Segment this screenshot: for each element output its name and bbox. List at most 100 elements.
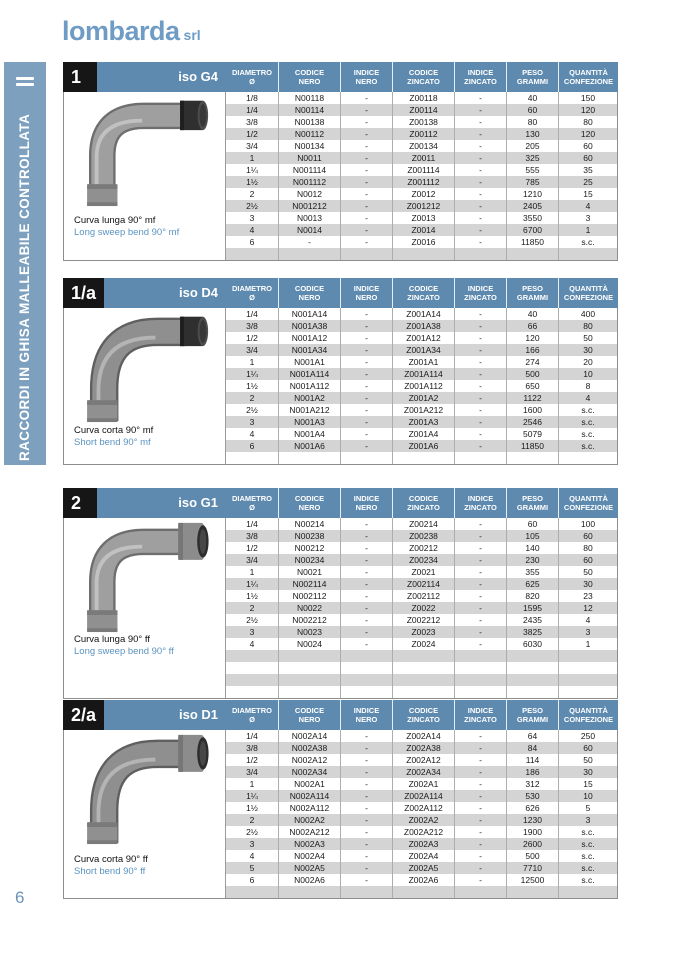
table-cell: [392, 452, 454, 464]
iso-standard-label: iso G1: [178, 495, 218, 510]
table-cell: [454, 650, 506, 662]
table-cell: 150: [558, 92, 617, 104]
table-cell: s.c.: [558, 850, 617, 862]
table-cell: 3: [558, 814, 617, 826]
table-cell: 3/8: [246, 531, 258, 541]
table-cell: -: [340, 356, 392, 368]
column-header: CODICE ZINCATO: [392, 488, 454, 518]
table-cell: Z001A6: [392, 440, 454, 452]
table-row: 6 N002A6- Z002A6-12500 s.c.: [226, 874, 617, 886]
table-cell: s.c.: [558, 428, 617, 440]
table-cell: -: [340, 838, 392, 850]
table-cell: 5079: [506, 428, 558, 440]
table-cell: 35: [558, 164, 617, 176]
table-cell: 64: [506, 730, 558, 742]
table-cell: N00112: [278, 128, 340, 140]
column-header: DIAMETRO Ø: [232, 284, 272, 302]
table-cell: [454, 248, 506, 260]
table-cell: -: [454, 542, 506, 554]
table-cell: 1: [558, 224, 617, 236]
iso-standard-label: iso G4: [178, 69, 218, 84]
product-caption: Curva corta 90° mf Short bend 90° mf: [74, 425, 153, 448]
table-cell: 84: [506, 742, 558, 754]
table-cell: Z002212: [392, 614, 454, 626]
caption-italian: Curva lunga 90° ff: [74, 634, 150, 645]
elbow-fitting-photo: [86, 316, 208, 423]
table-cell: -: [340, 404, 392, 416]
section-number: 1: [63, 62, 97, 92]
iso-standard-label: iso D1: [178, 707, 218, 722]
male-threaded-end: [179, 100, 208, 131]
table-cell: [506, 674, 558, 686]
table-cell: [558, 686, 617, 698]
table-row: 1 N0021- Z0021-355 50: [226, 566, 617, 578]
logo-suffix: srl: [183, 27, 201, 43]
table-cell: 2600: [506, 838, 558, 850]
product-photo-cell: Curva lunga 90° mf Long sweep bend 90° m…: [64, 92, 226, 260]
section-body: Curva lunga 90° mf Long sweep bend 90° m…: [63, 92, 618, 261]
table-cell: Z0016: [392, 236, 454, 248]
table-cell: -: [454, 224, 506, 236]
table-cell: 1¼: [246, 369, 258, 379]
company-logo: lombarda srl: [62, 16, 201, 47]
table-cell: [226, 686, 278, 698]
table-cell: [558, 248, 617, 260]
column-header: CODICE ZINCATO: [392, 700, 454, 730]
table-cell: Z00212: [392, 542, 454, 554]
table-cell: 3: [249, 417, 255, 427]
column-header: PESO GRAMMI: [506, 488, 558, 518]
table-cell: 4: [249, 429, 255, 439]
table-cell: Z001A12: [392, 332, 454, 344]
table-cell: Z002112: [392, 590, 454, 602]
table-cell: 325: [506, 152, 558, 164]
table-cell: s.c.: [558, 416, 617, 428]
product-section: 1/a iso D4 DIAMETRO Ø CODICE NERO INDICE NERO…: [63, 278, 618, 465]
table-cell: N0013: [278, 212, 340, 224]
table-cell: Z002A38: [392, 742, 454, 754]
table-cell: 12: [558, 602, 617, 614]
table-cell: -: [454, 742, 506, 754]
table-cell: s.c.: [558, 838, 617, 850]
table-cell: -: [454, 428, 506, 440]
table-cell: Z00214: [392, 518, 454, 530]
table-cell: 1/4: [246, 105, 258, 115]
table-cell: -: [340, 176, 392, 188]
table-cell: N001A2: [278, 392, 340, 404]
column-header: DIAMETRO Ø: [232, 494, 272, 512]
table-row: 1 N002A1- Z002A1-312 15: [226, 778, 617, 790]
table-row: 1/4 N00214- Z00214-60 100: [226, 518, 617, 530]
table-cell: N001A6: [278, 440, 340, 452]
table-cell: -: [340, 518, 392, 530]
table-cell: 400: [558, 308, 617, 320]
column-header: INDICE NERO: [340, 700, 392, 730]
table-cell: Z002A212: [392, 826, 454, 838]
table-row: 3/4 N00134- Z00134-205 60: [226, 140, 617, 152]
table-cell: Z002A4: [392, 850, 454, 862]
table-cell: N002A114: [278, 790, 340, 802]
table-cell: 1: [249, 779, 255, 789]
table-cell: -: [340, 332, 392, 344]
empty-row: [226, 452, 617, 464]
table-row: 1½ N002A112- Z002A112-626 5: [226, 802, 617, 814]
equals-icon: [16, 74, 34, 89]
table-cell: 30: [558, 578, 617, 590]
elbow-fitting-photo: [86, 522, 209, 633]
table-cell: -: [454, 344, 506, 356]
table-cell: -: [454, 368, 506, 380]
table-row: 3/8 N00238- Z00238-105 60: [226, 530, 617, 542]
column-header: INDICE NERO: [340, 62, 392, 92]
table-cell: -: [340, 638, 392, 650]
table-cell: 626: [506, 802, 558, 814]
table-row: 1½ N001A112- Z001A112-650 8: [226, 380, 617, 392]
column-header: CODICE ZINCATO: [392, 62, 454, 92]
table-cell: 4: [558, 392, 617, 404]
table-cell: Z0024: [392, 638, 454, 650]
table-cell: [226, 248, 278, 260]
table-cell: -: [340, 416, 392, 428]
column-headers: DIAMETRO Ø CODICE NERO INDICE NERO CODICE ZINCA…: [226, 62, 618, 92]
table-cell: N002A12: [278, 754, 340, 766]
table-cell: N002A1: [278, 778, 340, 790]
table-cell: [454, 674, 506, 686]
table-cell: 10: [558, 790, 617, 802]
caption-italian: Curva corta 90° ff: [74, 854, 148, 865]
